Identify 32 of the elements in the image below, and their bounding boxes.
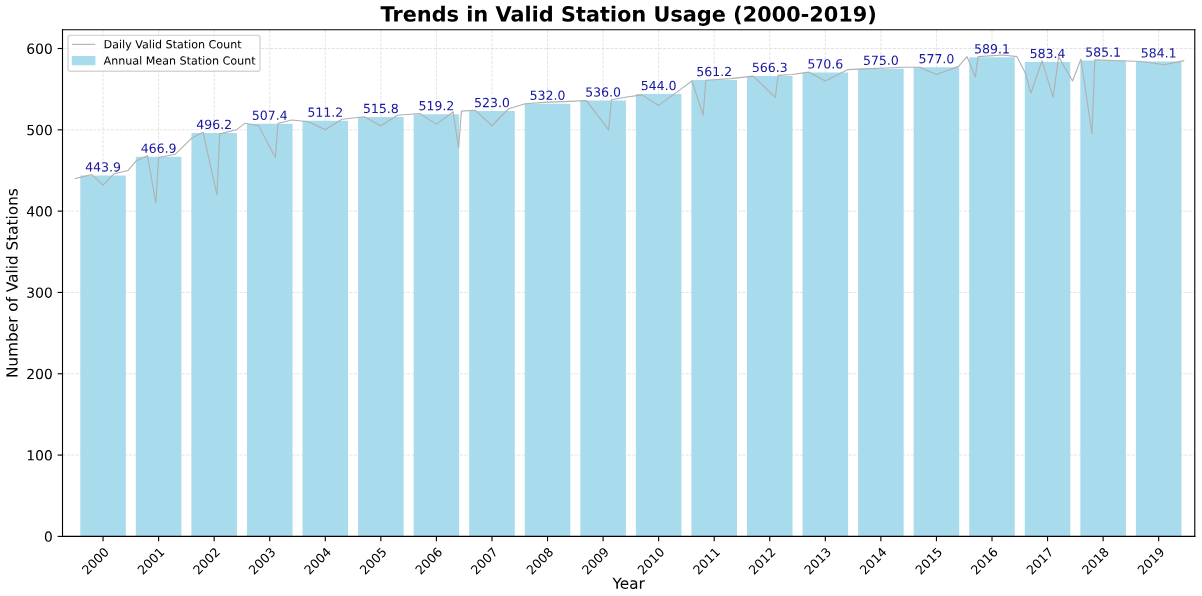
data-label: 561.2	[697, 66, 731, 77]
x-axis-title: Year	[612, 577, 645, 589]
data-label: 519.2	[419, 100, 454, 111]
data-label: 577.0	[919, 53, 954, 64]
data-label: 507.4	[252, 110, 287, 120]
legend-label: Annual Mean Station Count	[103, 56, 256, 65]
data-label: 585.1	[1086, 47, 1120, 57]
data-label: 496.2	[196, 119, 231, 130]
data-label: 523.0	[475, 97, 510, 108]
data-label: 589.1	[975, 44, 1009, 54]
data-label: 515.8	[363, 103, 398, 114]
data-label: 544.0	[641, 80, 676, 91]
data-label: 443.9	[85, 162, 121, 172]
y-tick-label: 400	[26, 206, 52, 217]
data-label: 575.0	[863, 55, 898, 66]
data-label: 583.4	[1030, 48, 1065, 59]
y-tick-label: 0	[44, 531, 52, 542]
data-label: 536.0	[586, 87, 621, 97]
chart-title: Trends in Valid Station Usage (2000-2019)	[380, 5, 875, 26]
y-tick-label: 500	[27, 124, 52, 136]
data-label: 570.6	[808, 59, 843, 69]
legend-label: Daily Valid Station Count	[104, 39, 242, 51]
y-tick-label: 100	[27, 450, 52, 461]
data-label: 466.9	[141, 143, 176, 153]
data-label: 532.0	[530, 90, 565, 100]
data-label: 584.1	[1141, 48, 1176, 58]
y-tick-label: 200	[27, 368, 52, 380]
y-tick-label: 600	[27, 43, 52, 54]
y-axis-title: Number of Valid Stations	[5, 188, 18, 377]
data-label: 566.3	[752, 62, 787, 73]
data-label: 511.2	[308, 107, 342, 117]
y-tick-label: 300	[27, 287, 52, 298]
